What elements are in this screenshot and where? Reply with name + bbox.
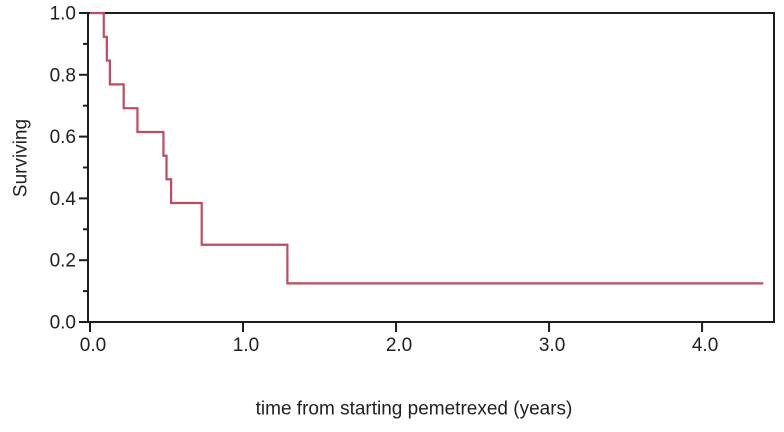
x-tick-label: 0.0 [80,335,106,356]
x-tick-label: 4.0 [692,335,718,356]
plot-frame [87,12,775,323]
x-tick-label: 3.0 [539,335,565,356]
y-tick-label: 0.6 [50,127,76,148]
x-tick-label: 1.0 [233,335,259,356]
y-axis-title: Surviving [10,118,32,198]
y-tick-label: 0.2 [50,251,76,272]
y-tick-label: 0.8 [50,65,76,86]
y-tick-label: 1.0 [50,4,76,25]
x-axis-title: time from starting pemetrexed (years) [255,398,573,420]
survival-step-curve [90,11,764,285]
y-tick-label: 0.0 [50,313,76,334]
x-tick-label: 2.0 [386,335,412,356]
y-tick-label: 0.4 [50,189,77,210]
